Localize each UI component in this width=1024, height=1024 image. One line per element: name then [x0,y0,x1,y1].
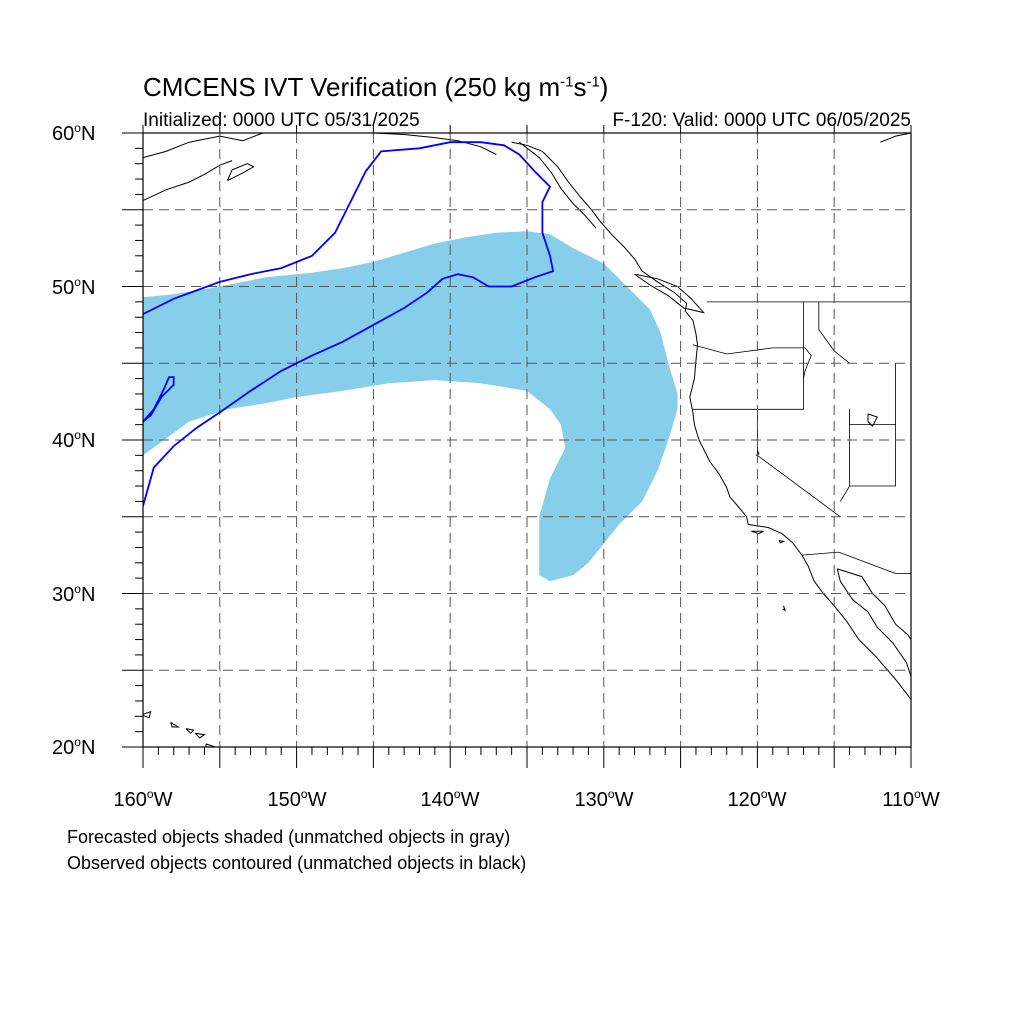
island-channel-0 [751,530,764,535]
lat-label-40: 40oN [52,428,96,452]
lon-label-150w: 150oW [267,787,327,811]
observed-ivt-small-contour [143,376,175,423]
title-suffix: ) [599,72,609,102]
title-mid: s [573,72,587,102]
coastline-inner-passage [518,141,597,229]
coastline-northeast [880,133,911,143]
island-kodiak [227,163,255,182]
title-prefix: CMCENS IVT Verification (250 kg m [143,72,561,102]
island-guadalupe [782,605,786,612]
coastline-mexico-mainland [837,568,911,640]
coastline-southeast-alaska [373,133,497,155]
valid-label: F-120: Valid: 0000 UTC 06/05/2025 [612,110,911,131]
border-line-4 [839,409,850,502]
chart-title: CMCENS IVT Verification (250 kg m-1s-1) [143,72,608,103]
island-channel-1 [778,540,786,544]
axis-ticks [122,125,912,768]
lat-label-30: 30oN [52,582,96,606]
border-line-6 [849,424,896,487]
border-line-2 [692,301,804,410]
lon-label-140w: 140oW [420,787,480,811]
border-line-1 [692,344,812,379]
island-hawaii-2 [185,728,195,734]
title-exponent-1: -1 [560,73,574,91]
title-exponent-2: -1 [586,73,600,91]
lake-0 [867,413,878,428]
island-hawaii-1 [170,721,181,728]
border-line-3 [757,409,841,518]
border-line-8 [818,301,850,364]
lat-label-50: 50oN [52,275,96,299]
lon-label-130w: 130oW [574,787,634,811]
graticule [143,133,911,747]
coastline-west [511,141,911,700]
observed-ivt-object-contour [143,141,555,507]
coastline-alaska-peninsula [143,160,233,201]
forecast-ivt-object [143,231,678,582]
border-line-7 [801,551,911,574]
coastline-baja-gulf [836,568,911,677]
initialized-label: Initialized: 0000 UTC 05/31/2025 [143,110,420,131]
coastline-alaska [143,133,263,159]
lon-label-120w: 120oW [727,787,787,811]
map-layers [143,133,911,747]
legend-forecast-note: Forecasted objects shaded (unmatched obj… [67,827,511,847]
coastline-vancouver-island [634,273,706,314]
island-hawaii-3 [194,732,206,739]
lon-label-110w: 110oW [882,787,940,811]
lat-label-20: 20oN [52,735,96,759]
island-hawaii-0 [143,710,152,719]
legend-observed-note: Observed objects contoured (unmatched ob… [67,853,527,873]
lat-label-60: 60oN [52,121,96,145]
border-line-5 [849,363,896,426]
lon-label-160w: 160oW [113,787,173,811]
